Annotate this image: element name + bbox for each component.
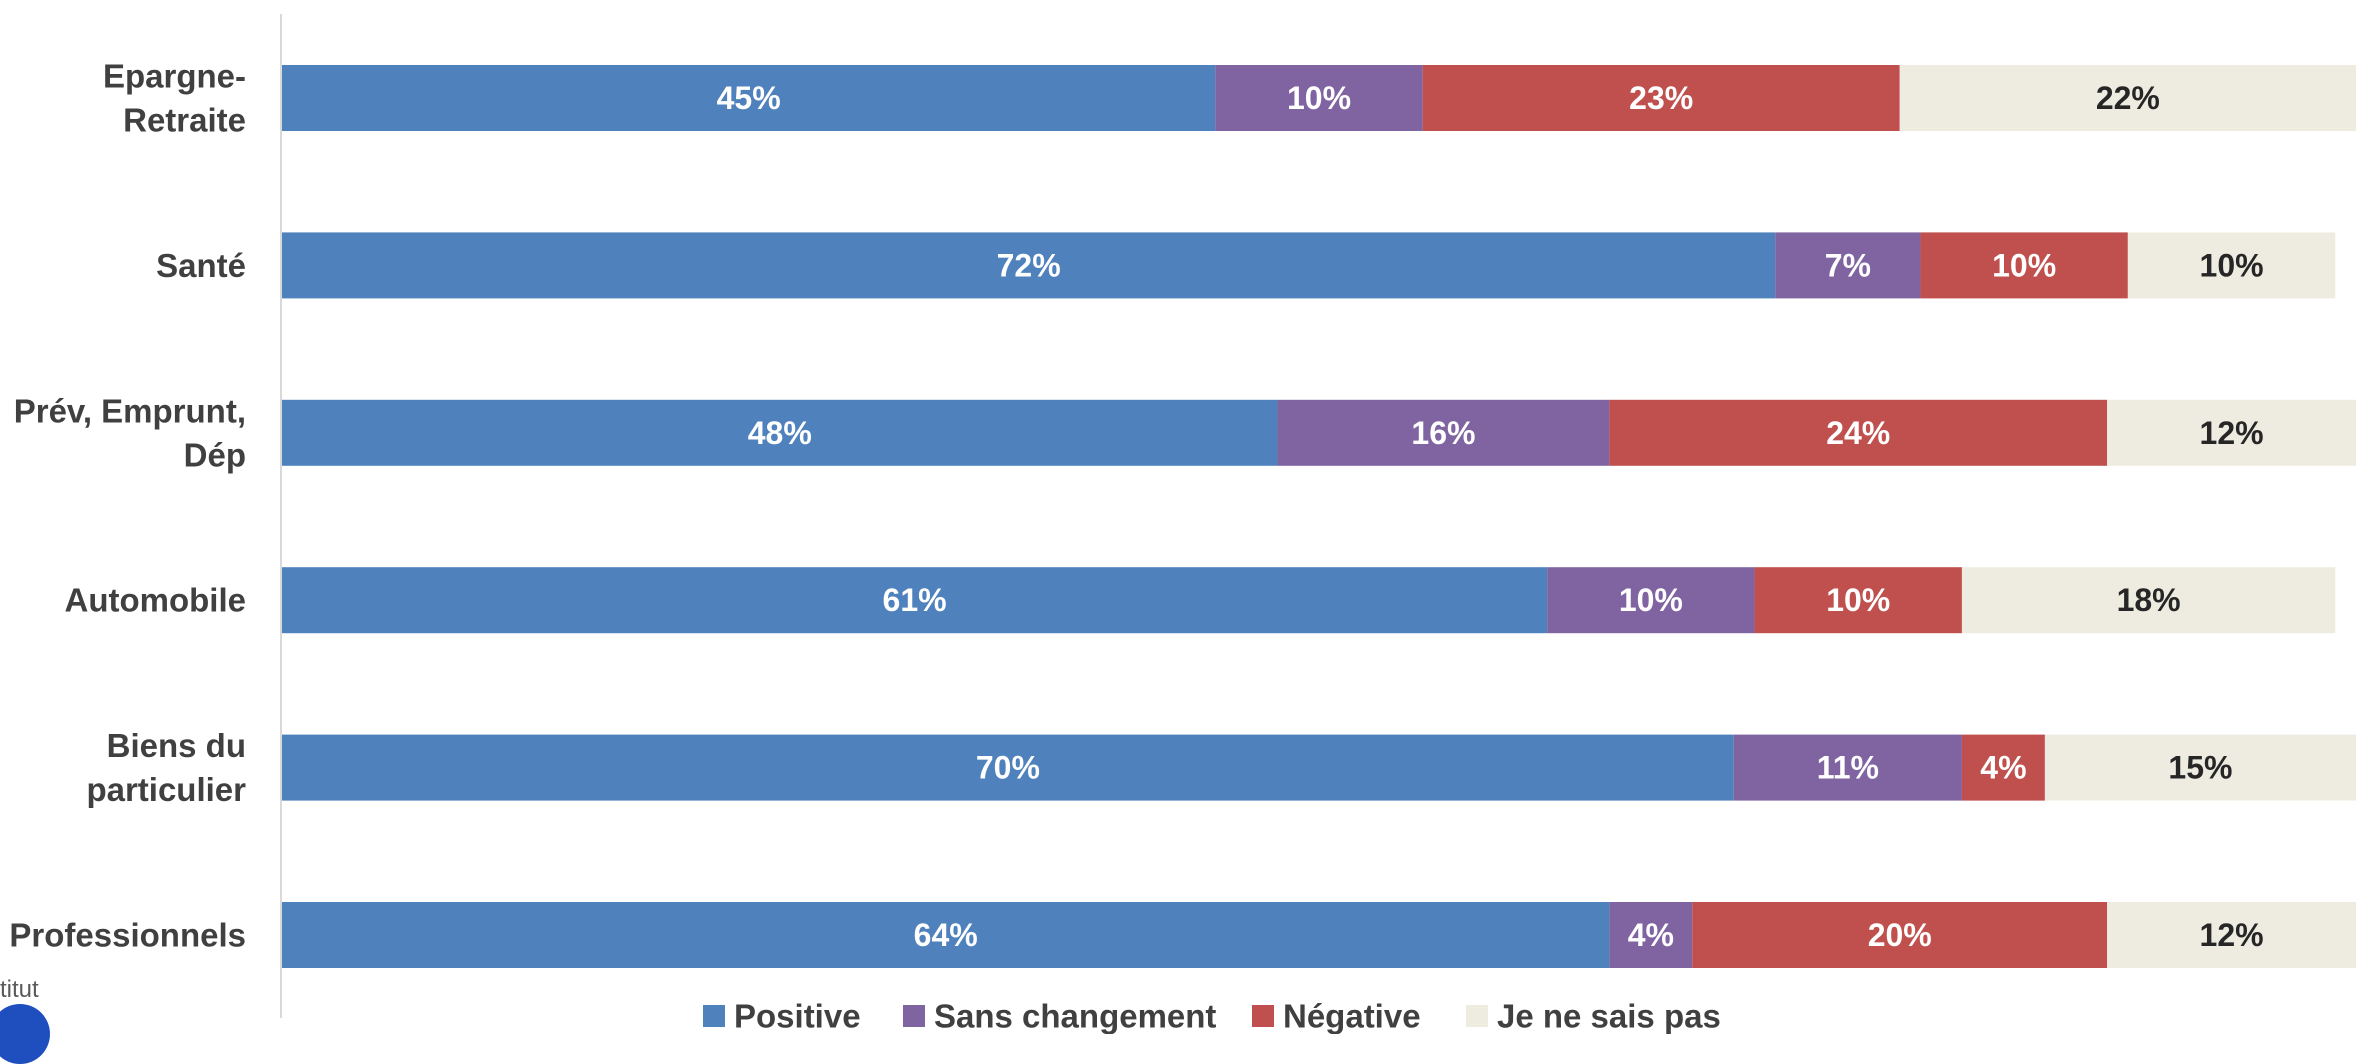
bar-segment <box>1609 399 2108 466</box>
bar-segment <box>1277 399 1610 466</box>
bar-segment <box>282 232 1776 299</box>
category-label: Retraite <box>123 102 246 139</box>
bar-segment <box>1609 902 1693 968</box>
category-label: Biens du <box>107 727 246 764</box>
bar-segment <box>1899 65 2356 131</box>
category-label: particulier <box>86 771 246 808</box>
data-label: 10% <box>1826 582 1890 618</box>
bar-segment <box>1961 734 2045 801</box>
chart-svg: Epargne- Retraite 45% 10% 23% 22% Santé 72% 7% 10… <box>9 14 2356 1035</box>
bar-segment <box>2044 734 2356 801</box>
bar-segment <box>282 567 1548 634</box>
bar-segment <box>1692 902 2108 968</box>
category-label: Automobile <box>65 582 246 619</box>
bar-segment <box>1920 232 2128 299</box>
data-label: 22% <box>2096 80 2160 116</box>
data-label: 4% <box>1980 750 2026 786</box>
data-label: 23% <box>1629 80 1693 116</box>
data-label: 10% <box>1992 247 2056 283</box>
data-label: 64% <box>914 917 978 953</box>
bar-segment <box>1547 567 1755 634</box>
legend-label: Négative <box>1283 998 1421 1035</box>
bar-segment <box>1961 567 2336 634</box>
bar-segment <box>2107 902 2356 968</box>
data-label: 7% <box>1825 247 1871 283</box>
legend-swatch <box>903 1005 925 1027</box>
legend-swatch <box>703 1005 725 1027</box>
data-label: 4% <box>1628 917 1674 953</box>
stacked-bar-chart: Epargne- Retraite 45% 10% 23% 22% Santé 72% 7% 10… <box>9 14 2356 1035</box>
data-label: 15% <box>2168 750 2232 786</box>
data-label: 18% <box>2117 582 2181 618</box>
bar-segment <box>1422 65 1900 131</box>
category-label: Professionnels <box>9 917 246 954</box>
category-label: Santé <box>156 247 246 284</box>
data-label: 16% <box>1411 415 1475 451</box>
category-label: Epargne- <box>103 58 246 95</box>
corner-logo-text: titut <box>0 976 39 1003</box>
legend-label: Je ne sais pas <box>1497 998 1721 1035</box>
bar-segment <box>1775 232 1921 299</box>
data-label: 48% <box>748 415 812 451</box>
bar-segment <box>1754 567 1962 634</box>
bar-segment <box>2107 399 2356 466</box>
legend-swatch <box>1466 1005 1488 1027</box>
data-label: 12% <box>2200 415 2264 451</box>
bar-segment <box>282 902 1610 968</box>
legend-label: Sans changement <box>934 998 1216 1035</box>
bar-segment <box>1733 734 1962 801</box>
data-label: 24% <box>1826 415 1890 451</box>
category-label: Prév, Emprunt, <box>14 392 246 429</box>
bar-segment <box>282 734 1734 801</box>
bar-segment <box>282 399 1278 466</box>
category-label: Dép <box>184 436 246 473</box>
data-label: 45% <box>717 80 781 116</box>
data-label: 12% <box>2200 917 2264 953</box>
data-label: 10% <box>1619 582 1683 618</box>
bar-segment <box>282 65 1216 131</box>
data-label: 72% <box>997 247 1061 283</box>
bar-segment <box>2127 232 2336 299</box>
data-label: 20% <box>1868 917 1932 953</box>
legend-swatch <box>1252 1005 1274 1027</box>
data-label: 70% <box>976 750 1040 786</box>
legend-label: Positive <box>734 998 861 1035</box>
data-label: 10% <box>1287 80 1351 116</box>
data-label: 61% <box>883 582 947 618</box>
bar-segment <box>1215 65 1423 131</box>
data-label: 11% <box>1817 750 1879 786</box>
data-label: 10% <box>2200 247 2264 283</box>
